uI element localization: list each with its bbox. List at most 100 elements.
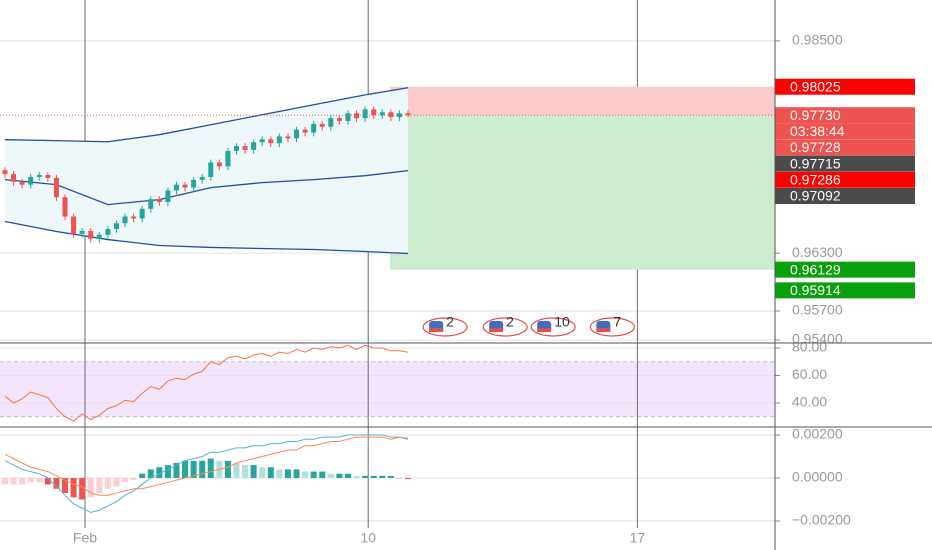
histogram-bar: [396, 478, 403, 480]
candle-body: [173, 184, 179, 191]
histogram-bar: [336, 473, 343, 479]
histogram-bar: [36, 478, 43, 483]
histogram-bar: [182, 460, 189, 479]
price-label-box: [775, 123, 915, 140]
price-label: 0.97728: [790, 139, 841, 155]
price-label: 0.97092: [790, 188, 841, 204]
histogram-bar: [79, 478, 86, 500]
price-label: 0.97286: [790, 171, 841, 187]
y-tick-label: 80.00: [792, 339, 827, 355]
price-label-box: [775, 171, 915, 188]
histogram-bar: [1, 478, 8, 485]
x-tick-label: Feb: [73, 530, 97, 546]
y-tick-label: 60.00: [792, 366, 827, 382]
candle-body: [379, 112, 385, 116]
histogram-bar: [284, 469, 291, 479]
histogram-bar: [27, 478, 34, 483]
histogram-bar: [293, 469, 300, 479]
candle-body: [208, 162, 214, 177]
x-tick-label: 10: [360, 530, 376, 546]
event-flag-stripe: [429, 328, 444, 332]
histogram-bar: [70, 478, 77, 498]
y-tick-label: 0.00200: [792, 426, 843, 442]
candle-body: [233, 146, 239, 151]
histogram-bar: [10, 478, 17, 485]
candle-body: [113, 223, 119, 230]
histogram-bar: [207, 458, 214, 479]
event-flag-stripe: [489, 328, 504, 332]
candle-body: [45, 175, 51, 178]
candle-body: [328, 118, 334, 127]
candle-body: [182, 184, 188, 188]
y-tick-label: 40.00: [792, 394, 827, 410]
histogram-bar: [353, 475, 360, 479]
candle-body: [259, 139, 265, 143]
histogram-bar: [302, 471, 309, 479]
candle-body: [268, 139, 274, 144]
histogram-bar: [139, 473, 146, 479]
band-upper: [4, 87, 409, 143]
histogram-bar: [96, 478, 103, 494]
candle-body: [96, 234, 102, 239]
histogram-bar: [267, 467, 274, 479]
band-middle: [4, 170, 409, 206]
event-flag-stripe: [537, 328, 552, 332]
event-count: 2: [446, 314, 454, 330]
candle-body: [336, 118, 342, 121]
candle-body: [2, 170, 8, 175]
histogram-bar: [19, 478, 26, 485]
candle-body: [276, 136, 282, 144]
price-label-box: [775, 187, 915, 204]
candle-body: [11, 174, 17, 182]
histogram-bar: [122, 478, 129, 483]
histogram-bar: [404, 478, 411, 480]
histogram-bar: [61, 478, 68, 494]
candle-body: [302, 129, 308, 133]
histogram-bar: [327, 473, 334, 479]
candle-body: [148, 199, 154, 209]
macd-line: [4, 434, 409, 513]
histogram-bar: [387, 475, 394, 479]
candle-body: [122, 216, 128, 224]
candle-body: [62, 197, 68, 217]
x-tick-label: 17: [630, 530, 646, 546]
histogram-bar: [370, 475, 377, 479]
candle-body: [285, 136, 291, 139]
candle-body: [242, 146, 248, 150]
histogram-bar: [199, 460, 206, 479]
histogram-bar: [250, 465, 257, 479]
candle-body: [396, 113, 402, 118]
histogram-bar: [259, 467, 266, 479]
price-label: 0.97715: [790, 155, 841, 171]
event-flag-stripe: [596, 328, 611, 332]
histogram-bar: [87, 478, 94, 498]
histogram-bar: [104, 478, 111, 489]
histogram-bar: [173, 462, 180, 479]
histogram-bar: [113, 478, 120, 487]
band-fill: [4, 87, 408, 254]
event-count: 7: [613, 314, 621, 330]
signal-line: [4, 436, 409, 496]
price-label-box: [775, 261, 915, 278]
candle-body: [131, 216, 137, 219]
candle-body: [88, 230, 94, 239]
candle-body: [53, 177, 59, 198]
price-label-box: [775, 155, 915, 172]
candle-body: [199, 176, 205, 180]
rsi-line: [4, 344, 409, 422]
price-label-box: [775, 78, 915, 95]
candle-body: [311, 123, 317, 133]
event-count: 2: [506, 314, 514, 330]
histogram-bar: [224, 460, 231, 479]
candle-body: [225, 150, 231, 167]
histogram-bar: [130, 478, 137, 481]
histogram-bar: [156, 467, 163, 479]
candle-body: [71, 216, 77, 234]
candle-body: [139, 208, 145, 219]
candle-body: [251, 142, 257, 150]
histogram-bar: [53, 478, 60, 489]
candle-body: [388, 112, 394, 118]
candle-body: [165, 190, 171, 203]
